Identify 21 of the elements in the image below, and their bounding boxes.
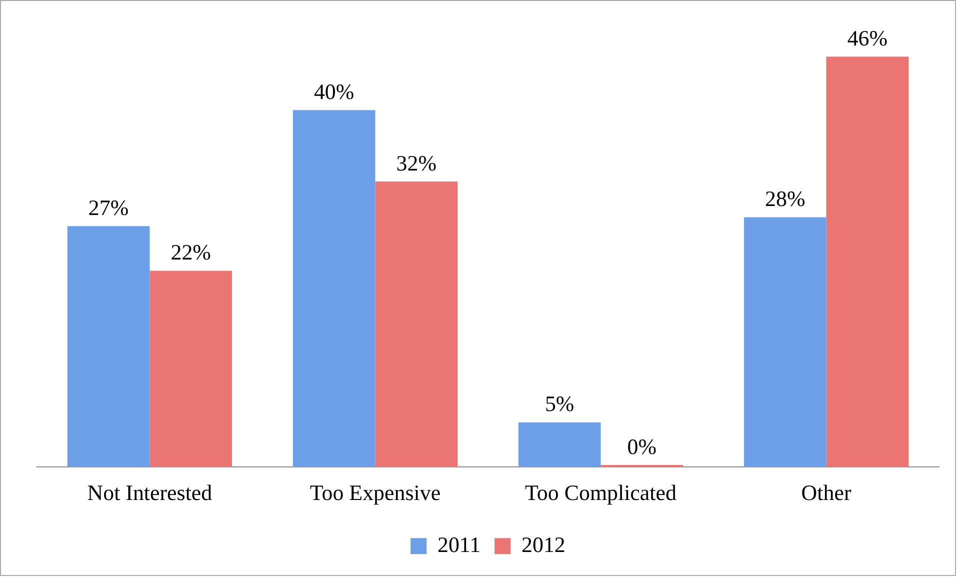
data-label: 32%: [396, 150, 436, 176]
x-tick-label: Too Complicated: [525, 480, 676, 505]
bar: [292, 110, 376, 467]
x-tick-label: Too Expensive: [310, 480, 441, 505]
x-tick-label: Other: [801, 480, 852, 505]
data-label: 28%: [765, 186, 806, 212]
legend-label: 2011: [437, 532, 481, 557]
data-label: 5%: [544, 391, 574, 416]
data-label: 27%: [88, 194, 129, 220]
bar: [375, 182, 458, 467]
x-tick-label: Not Interested: [87, 480, 212, 505]
data-label: 0%: [627, 434, 657, 459]
bar: [150, 270, 232, 467]
legend-label: 2012: [522, 532, 566, 557]
data-label: 22%: [170, 240, 211, 265]
data-label: 40%: [314, 78, 354, 104]
data-label: 46%: [847, 25, 888, 50]
bar: [826, 56, 909, 467]
bar: [744, 217, 826, 467]
bar: [67, 226, 150, 467]
bar: [518, 422, 601, 467]
